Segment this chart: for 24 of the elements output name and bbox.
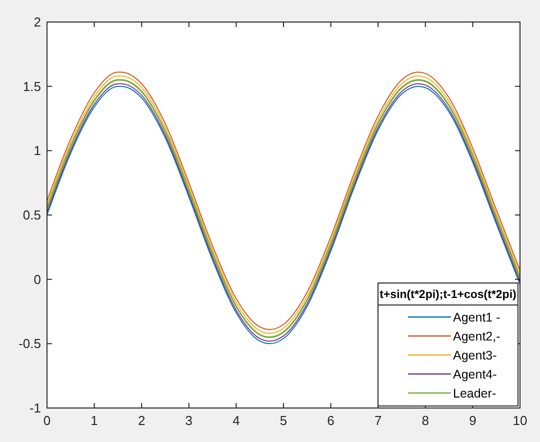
y-tick-label: 1 [34, 143, 41, 158]
legend-label: Agent1 - [453, 310, 500, 324]
y-tick-label: -1 [29, 400, 41, 416]
x-tick-label: 3 [185, 413, 193, 428]
legend-label: Leader- [453, 386, 496, 400]
y-tick-label: 0.5 [22, 208, 41, 222]
y-tick-label: 2 [34, 14, 41, 30]
legend-title: t+sin(t*2pi);t-1+cos(t*2pi) [380, 289, 517, 301]
y-tick-label: 0 [34, 272, 41, 287]
legend-label: Agent2,- [453, 330, 500, 344]
x-tick-label: 5 [280, 413, 288, 428]
legend-label: Agent3- [453, 348, 497, 362]
x-tick-label: 6 [327, 413, 334, 428]
x-tick-label: 1 [90, 413, 98, 428]
x-tick-label: 0 [43, 413, 51, 428]
x-tick-label: 7 [374, 413, 382, 428]
y-tick-label: 1.5 [22, 78, 41, 94]
legend-label: Agent4- [453, 368, 497, 382]
y-tick-label: -0.5 [18, 336, 41, 352]
x-tick-label: 2 [138, 413, 146, 428]
x-tick-label: 9 [469, 413, 476, 428]
x-tick-label: 8 [422, 413, 430, 428]
x-tick-label: 4 [232, 413, 240, 428]
x-tick-label: 10 [512, 413, 528, 428]
